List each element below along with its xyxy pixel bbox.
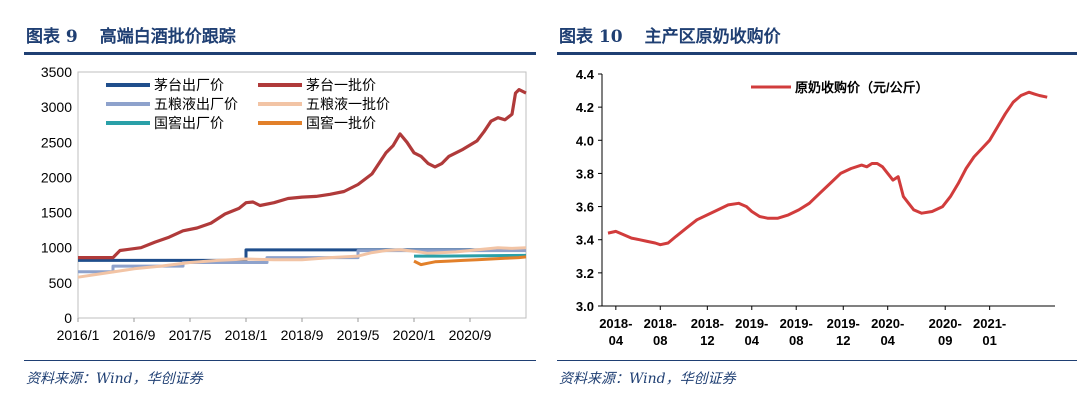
x-tick-label-year: 2021- [973,316,1006,331]
raw-milk-price-chart: 4.4 4.2 4.0 3.8 3.6 3.4 3.2 3.0 2018- 04 2018- 08 20… [576,67,1055,348]
figure-10-title-text: 主产区原奶收购价 [644,27,781,47]
x-tick-label-month: 12 [700,333,714,348]
x-tick-label-year: 2020- [871,316,904,331]
y-tick-label: 4.4 [576,67,595,82]
y-tick-label: 3.0 [576,299,594,314]
legend-label-4: 五粮液一批价 [306,96,390,112]
figure-10-title: 图表 10 主产区原奶收购价 [559,22,781,47]
x-tick-label-month: 04 [880,333,895,348]
figure-9-top-rule [24,52,536,55]
series-line-4 [77,246,527,279]
figure-9-title: 图表 9 高端白酒批价跟踪 [26,22,236,47]
series-line-5 [414,253,527,258]
x-tick-label: 2016/1 [57,327,100,343]
series-line-3 [78,249,526,274]
x-tick-label-year: 2018- [691,316,724,331]
y-tick-label: 1000 [41,240,72,256]
x-tick-label-month: 09 [938,333,952,348]
series-line-1 [607,90,1048,247]
y-tick-label: 0 [64,310,72,326]
series-line-6 [413,255,527,267]
y-tick-label: 1500 [41,205,72,221]
legend-label-5: 国窖出厂价 [154,115,224,131]
legend-label-2: 茅台一批价 [306,77,376,93]
y-tick-label: 2000 [41,169,72,185]
x-tick-label-month: 04 [745,333,760,348]
y-tick-label: 3.8 [576,166,594,181]
y-tick-label: 3.4 [576,233,595,248]
y-tick-label: 3000 [41,99,72,115]
legend-label-6: 国窖一批价 [306,115,376,131]
figure-9-bottom-rule [24,360,536,361]
figure-9-source: 资料来源：Wind，华创证券 [26,371,203,387]
x-tick-label-year: 2018- [599,316,632,331]
y-tick-label: 3500 [41,64,72,80]
y-tick-label: 3.2 [576,266,594,281]
legend-label-1: 原奶收购价（元/公斤） [795,80,929,95]
x-tick-label-year: 2019- [780,316,813,331]
right-figure-panel: 图表 10 主产区原奶收购价 4.4 4.2 4.0 3.8 3.6 3.4 3.2 3.0 20… [555,0,1080,413]
y-tick-label: 500 [49,275,73,291]
x-tick-label-month: 08 [653,333,667,348]
x-tick-label: 2019/5 [337,327,380,343]
x-tick-label-month: 04 [609,333,624,348]
x-tick-label: 2020/1 [393,327,436,343]
x-tick-label-month: 12 [836,333,850,348]
x-tick-label-month: 08 [789,333,803,348]
legend-label-3: 五粮液出厂价 [154,96,238,112]
y-tick-label: 3.6 [576,200,594,215]
x-tick-label: 2016/9 [113,327,156,343]
y-tick-label: 4.0 [576,133,594,148]
y-tick-label: 4.2 [576,100,594,115]
x-tick-label-month: 01 [982,333,996,348]
x-tick-label: 2017/5 [169,327,212,343]
x-tick-label-year: 2019- [827,316,860,331]
x-tick-label: 2018/1 [225,327,268,343]
figure-10-number: 图表 10 [559,27,623,47]
x-tick-label: 2018/9 [281,327,324,343]
series-line-2 [78,88,527,260]
figure-10-top-rule [557,52,1077,55]
figure-9-number: 图表 9 [26,27,78,47]
figure-10-bottom-rule [557,360,1077,361]
left-figure-panel: 图表 9 高端白酒批价跟踪 3500 3000 2500 2000 1500 1000 500… [24,22,536,387]
figure-9-title-text: 高端白酒批价跟踪 [99,27,236,47]
x-tick-label-year: 2019- [735,316,768,331]
figure-10-source: 资料来源：Wind，华创证券 [559,371,736,387]
y-tick-label: 2500 [41,134,72,150]
x-tick-label-year: 2020- [929,316,962,331]
x-tick-label-year: 2018- [644,316,677,331]
plot-area-frame [77,71,527,319]
legend-label-1: 茅台出厂价 [154,77,224,93]
x-tick-label: 2020/9 [449,327,492,343]
